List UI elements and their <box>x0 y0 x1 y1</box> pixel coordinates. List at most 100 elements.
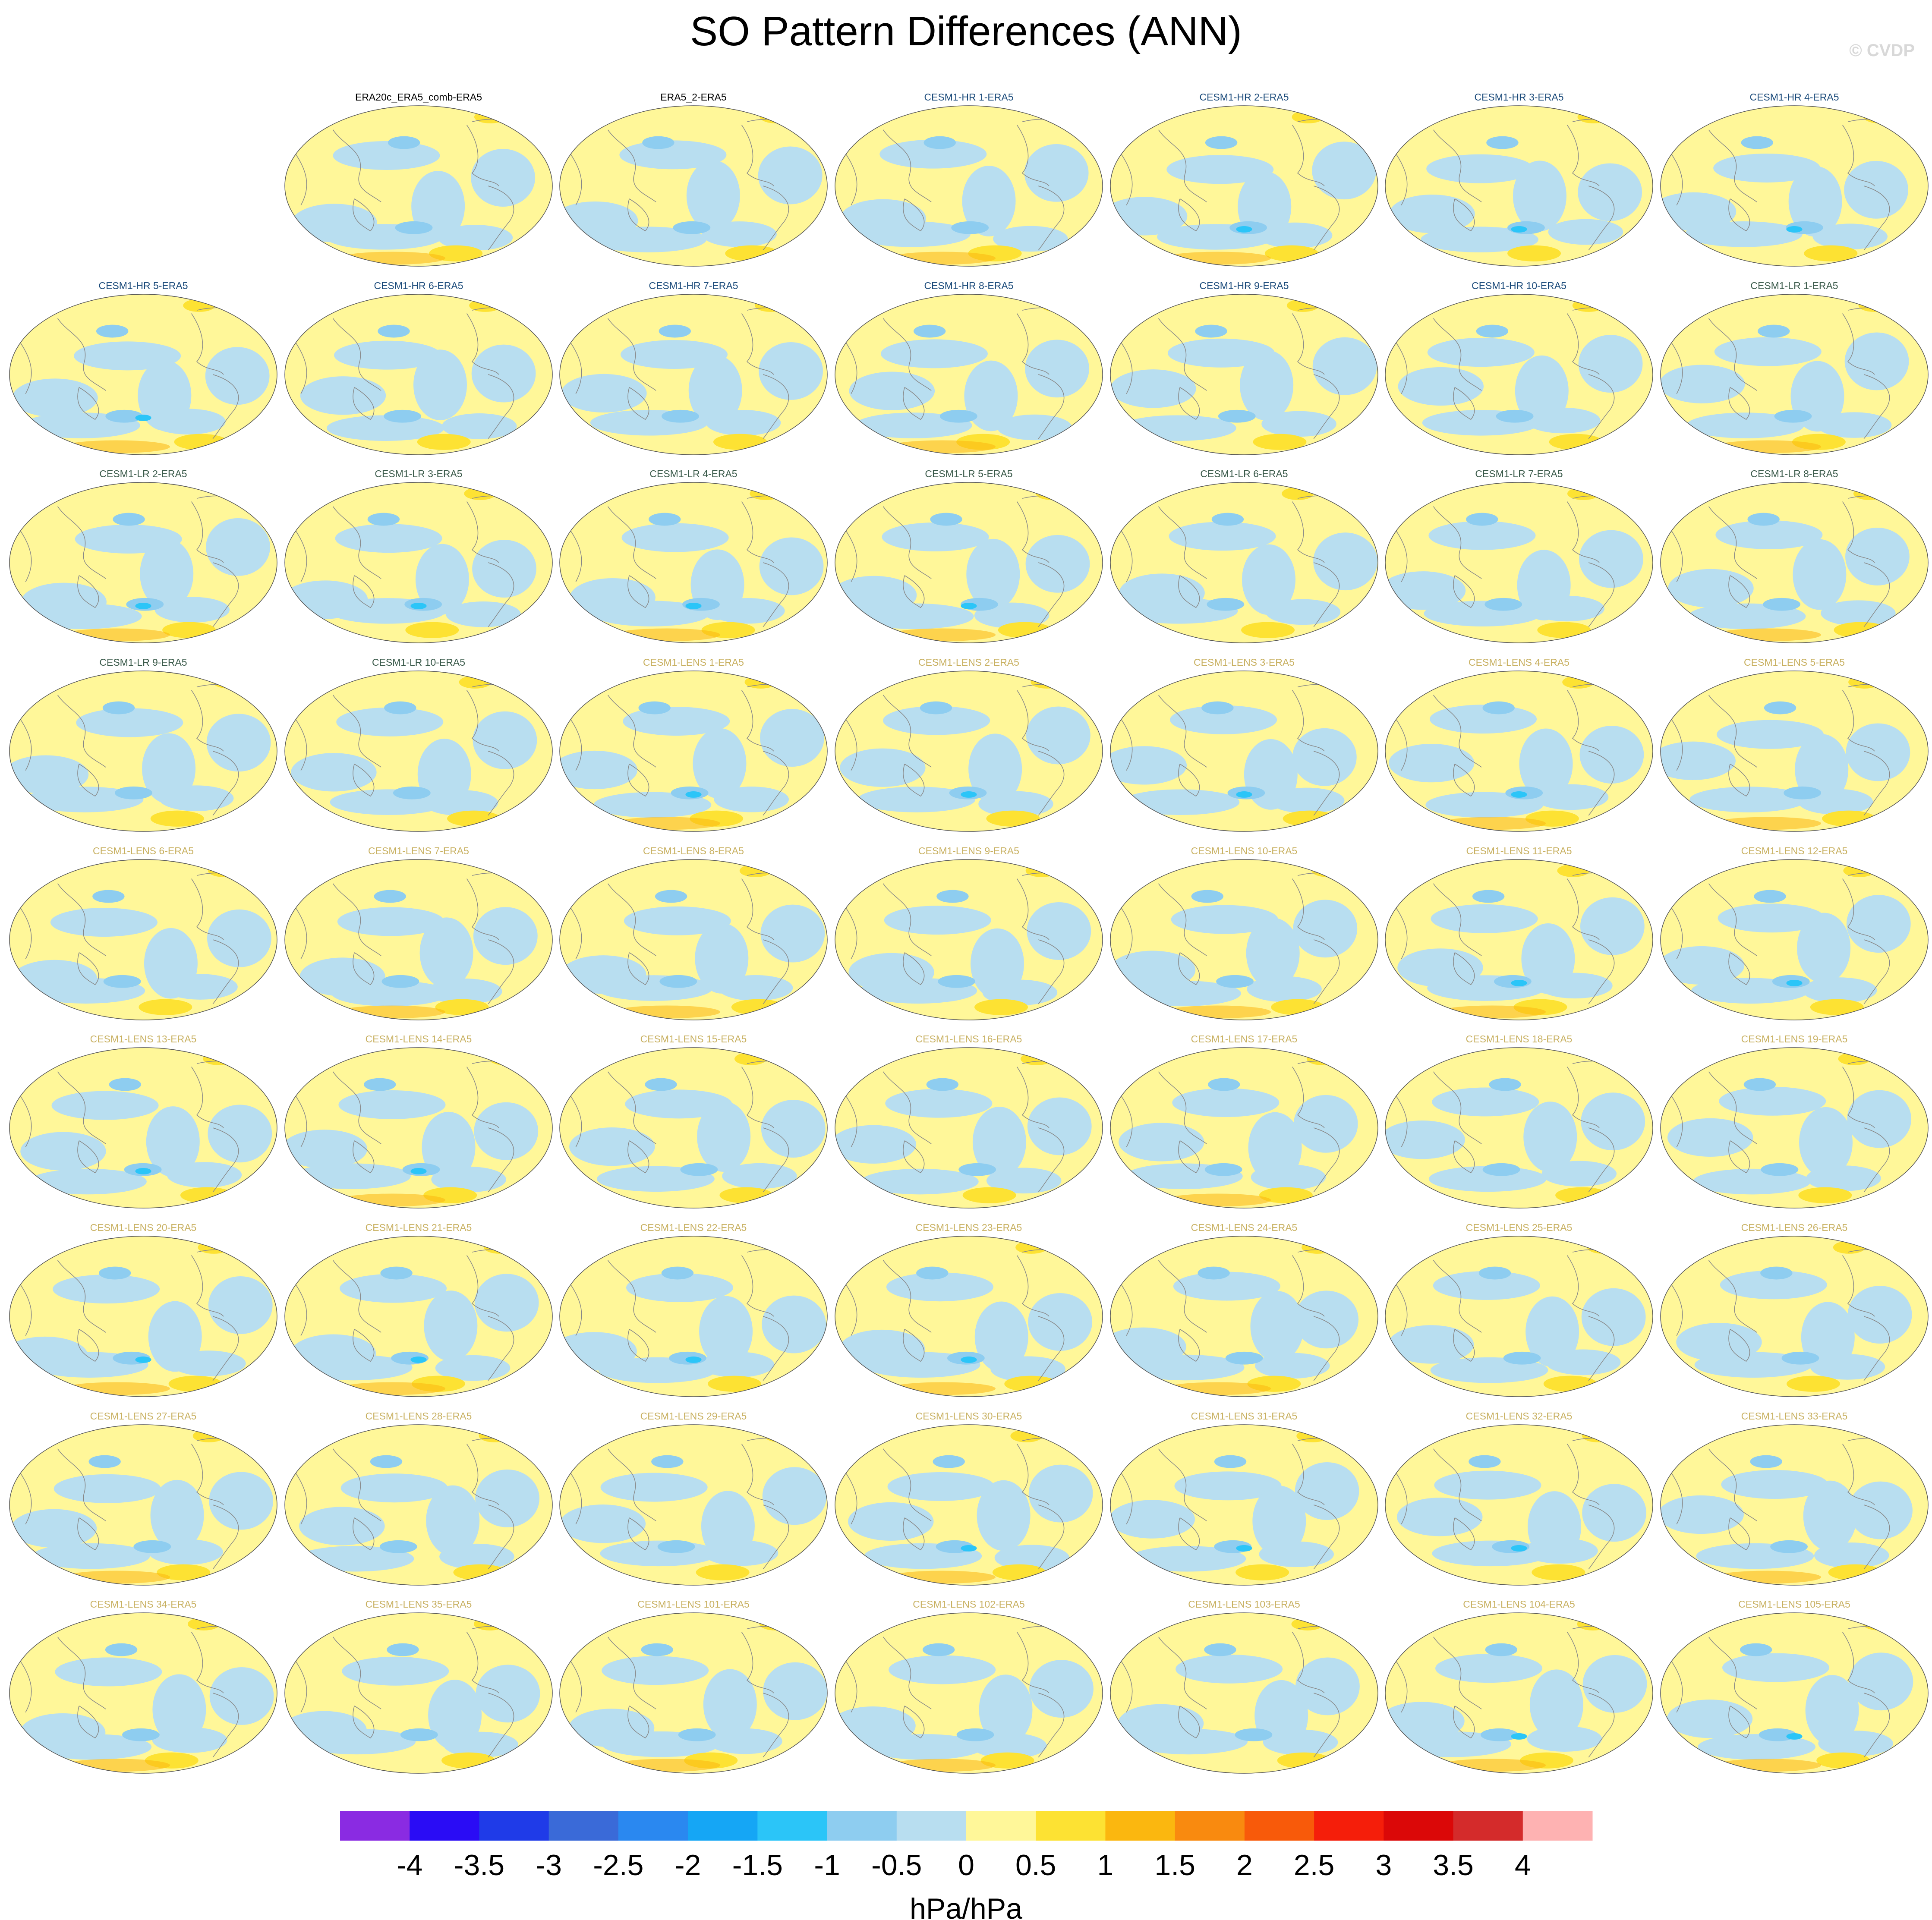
negative-anomaly-core <box>1214 1455 1247 1468</box>
coastline <box>77 952 99 985</box>
map-outline <box>1660 1047 1929 1209</box>
map-outline <box>559 670 828 832</box>
map-panel: CESM1-HR 5-ERA5 <box>9 280 277 455</box>
coastline <box>1433 883 1482 956</box>
credit-label: © CVDP <box>1849 41 1915 60</box>
coastline <box>1728 1140 1750 1174</box>
map-outline <box>9 1424 277 1586</box>
coastline <box>1588 562 1615 627</box>
panel-title: CESM1-LENS 1-ERA5 <box>643 657 744 668</box>
negative-anomaly-region <box>1685 221 1803 247</box>
panel-title: CESM1-LENS 103-ERA5 <box>1188 1599 1300 1610</box>
coastline <box>1453 1140 1475 1174</box>
coastline <box>607 1260 656 1333</box>
coastline <box>353 1706 375 1739</box>
coastline <box>1708 695 1757 768</box>
coastline <box>1038 751 1065 816</box>
map-outline <box>835 294 1103 455</box>
negative-anomaly-region <box>986 1168 1062 1194</box>
negative-anomaly-core <box>410 1168 427 1174</box>
negative-anomaly-core <box>380 1266 413 1280</box>
negative-anomaly-region <box>703 1540 778 1566</box>
coastline <box>1671 907 1683 959</box>
coastline <box>1158 1260 1207 1333</box>
negative-anomaly-region <box>1240 350 1294 421</box>
coastline <box>488 1316 514 1381</box>
coastline <box>1728 387 1750 420</box>
colorbar-swatch <box>757 1811 828 1841</box>
colorbar-tick-label: -2 <box>675 1849 701 1882</box>
coastline <box>845 342 857 394</box>
negative-anomaly-core <box>1469 1455 1501 1468</box>
negative-anomaly-core <box>1480 1728 1518 1741</box>
coastline <box>1708 1448 1757 1521</box>
map-panel: CESM1-HR 1-ERA5 <box>835 91 1103 267</box>
coastline <box>1016 878 1050 940</box>
coastline <box>882 1637 932 1709</box>
coastline <box>607 1071 656 1144</box>
negative-anomaly-core <box>102 701 135 714</box>
coastline <box>627 1706 649 1739</box>
negative-anomaly-core <box>678 1728 716 1741</box>
negative-anomaly-region <box>1581 1288 1646 1346</box>
coastline <box>1671 1284 1683 1336</box>
coastline <box>1842 125 1875 186</box>
negative-anomaly-core <box>1763 598 1800 611</box>
negative-anomaly-region <box>472 540 536 598</box>
negative-anomaly-region <box>840 748 926 787</box>
coastline <box>1396 719 1408 771</box>
positive-anomaly-region <box>1507 245 1561 261</box>
negative-anomaly-region <box>1548 219 1623 245</box>
coastline <box>1038 939 1065 1004</box>
coastline <box>1396 1284 1408 1336</box>
panel-title: CESM1-LENS 20-ERA5 <box>90 1222 197 1233</box>
negative-anomaly-region <box>860 1168 979 1195</box>
negative-anomaly-region <box>693 728 747 799</box>
panel-title: CESM1-LR 4-ERA5 <box>649 468 737 479</box>
colorbar-tick-label: -0.5 <box>871 1849 922 1882</box>
negative-anomaly-region <box>206 714 271 772</box>
negative-anomaly-region <box>1027 1097 1092 1155</box>
coastline <box>1313 1505 1340 1570</box>
negative-anomaly-region <box>1110 951 1196 989</box>
coastline <box>332 129 381 202</box>
coastline <box>903 387 925 420</box>
negative-anomaly-region <box>887 1472 995 1501</box>
map-panel: CESM1-LENS 3-ERA5 <box>1110 657 1378 832</box>
negative-anomaly-region <box>1846 895 1911 953</box>
negative-anomaly-core <box>1496 409 1534 423</box>
colorbar-tick-label: -2.5 <box>593 1849 643 1882</box>
map-outline <box>559 294 828 455</box>
map-panel: CESM1-LENS 20-ERA5 <box>9 1222 277 1397</box>
coastline <box>1433 1260 1482 1333</box>
map-panel: CESM1-LENS 11-ERA5 <box>1385 845 1653 1020</box>
negative-anomaly-region <box>1667 1118 1753 1157</box>
map-outline <box>9 1236 277 1397</box>
negative-anomaly-region <box>706 410 781 436</box>
negative-anomaly-region <box>1810 1354 1885 1380</box>
coastline <box>1671 1095 1683 1147</box>
map-panel: CESM1-LENS 29-ERA5 <box>559 1410 828 1586</box>
map-outline <box>9 859 277 1020</box>
negative-anomaly-region <box>1028 1464 1093 1523</box>
negative-anomaly-region <box>340 1274 447 1303</box>
negative-anomaly-core <box>923 136 956 149</box>
coastline <box>295 719 307 771</box>
negative-anomaly-core <box>1218 409 1256 423</box>
positive-anomaly-region <box>139 999 192 1015</box>
negative-anomaly-core <box>88 1455 121 1468</box>
negative-anomaly-region <box>170 1350 246 1376</box>
negative-anomaly-core <box>92 890 125 903</box>
negative-anomaly-region <box>835 1125 917 1164</box>
panel-title: CESM1-HR 3-ERA5 <box>1474 91 1563 103</box>
coastline <box>20 1095 32 1147</box>
coastline <box>1566 1067 1600 1128</box>
coastline <box>882 1260 932 1333</box>
negative-anomaly-region <box>1661 1495 1744 1534</box>
coastline <box>353 575 375 608</box>
coastline <box>488 186 514 251</box>
negative-anomaly-region <box>331 980 450 1007</box>
panel-title: CESM1-LENS 16-ERA5 <box>916 1033 1022 1045</box>
negative-anomaly-region <box>1171 905 1278 934</box>
